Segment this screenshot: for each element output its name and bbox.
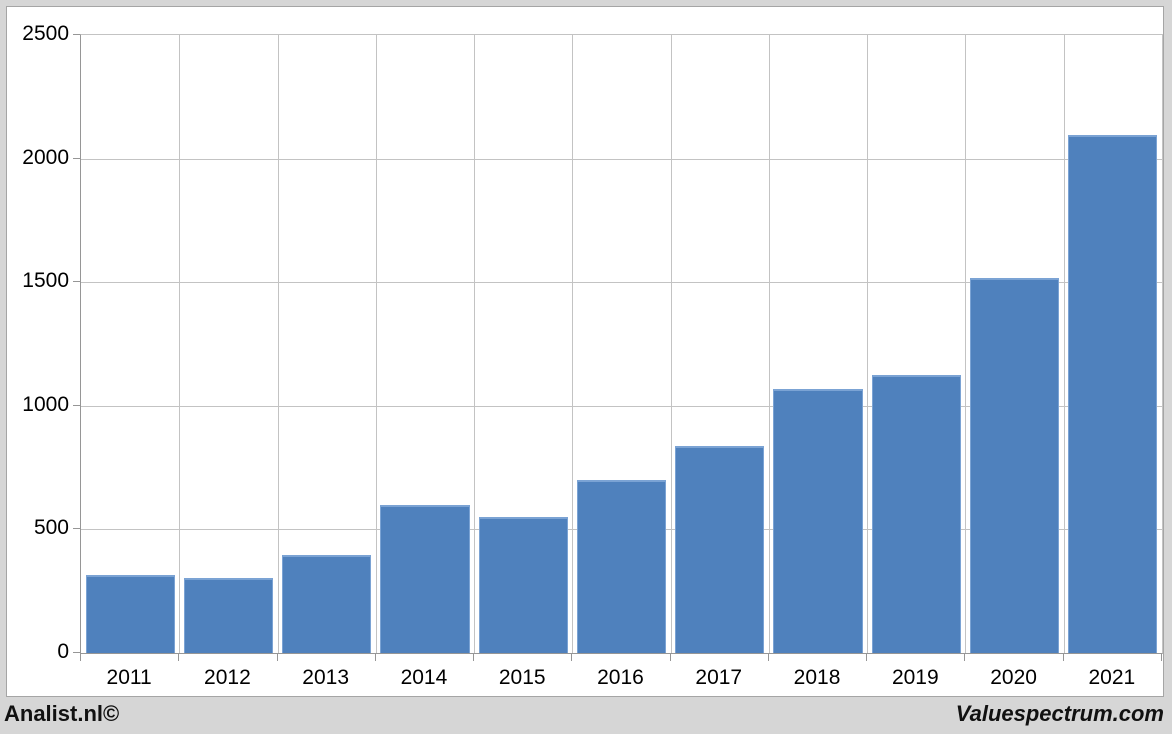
x-axis-label-2015: 2015: [498, 666, 546, 689]
x-axis-tick: [571, 653, 572, 661]
bar-2015: [478, 516, 568, 653]
bar-2020: [969, 277, 1060, 653]
x-axis-label-2021: 2021: [1088, 666, 1136, 689]
gridline-vertical: [474, 35, 475, 653]
x-axis-label-2019: 2019: [891, 666, 939, 689]
valuespectrum-credit: Valuespectrum.com: [955, 701, 1164, 726]
bar-2021: [1068, 134, 1158, 653]
x-axis-tick: [375, 653, 376, 661]
x-axis-tick: [277, 653, 278, 661]
x-axis-tick: [670, 653, 671, 661]
y-axis-label: 0: [57, 640, 69, 663]
x-axis-tick: [473, 653, 474, 661]
x-axis-label-2011: 2011: [106, 666, 152, 689]
x-axis-tick: [964, 653, 965, 661]
gridline-vertical: [376, 35, 377, 653]
bar-2014: [380, 504, 470, 653]
y-axis-label: 2500: [22, 22, 69, 45]
y-axis-tick: [73, 157, 80, 159]
y-axis-label: 1000: [22, 392, 69, 416]
y-axis-tick: [73, 281, 80, 283]
x-axis-label-2017: 2017: [695, 666, 743, 689]
x-axis-label-2020: 2020: [990, 666, 1037, 689]
y-axis-tick: [73, 404, 80, 406]
bar-2011: [85, 575, 175, 653]
chart-area: 0 500 1000 1500 2000 2500 2011 2012 2013 2014 2015…: [6, 6, 1164, 697]
y-axis-tick: [73, 528, 80, 530]
x-axis-tick: [178, 653, 179, 661]
x-axis-label-2012: 2012: [204, 666, 251, 689]
gridline-horizontal: [81, 282, 1162, 284]
bar-2013: [282, 554, 372, 653]
x-axis-label-2018: 2018: [793, 666, 841, 689]
bar-2016: [576, 479, 667, 653]
y-axis-tick: [73, 34, 80, 35]
y-axis-label: 2000: [22, 145, 69, 169]
bar-2019: [871, 374, 961, 653]
gridline-vertical: [867, 35, 868, 653]
gridline-vertical: [572, 35, 573, 653]
gridline-vertical: [965, 35, 966, 653]
y-axis-label: 500: [33, 516, 69, 540]
gridline-vertical: [1064, 35, 1065, 653]
gridline-horizontal: [81, 405, 1162, 407]
x-axis-tick: [1063, 653, 1064, 661]
bar-2018: [773, 388, 863, 653]
gridline-vertical: [179, 35, 180, 653]
bar-2017: [675, 445, 765, 653]
gridline-horizontal: [81, 158, 1162, 160]
analist-credit: Analist.nl©: [4, 701, 120, 726]
bar-2012: [183, 577, 274, 653]
x-axis-tick: [1161, 653, 1162, 661]
gridline-vertical: [769, 35, 770, 653]
gridline-vertical: [278, 35, 279, 653]
x-axis-label-2013: 2013: [302, 666, 350, 689]
x-axis-tick: [866, 653, 867, 661]
x-axis-label-2016: 2016: [597, 666, 644, 689]
y-axis-tick: [73, 652, 80, 653]
plot-area: [80, 34, 1163, 654]
x-axis-label-2014: 2014: [400, 666, 448, 689]
footer-bar: Analist.nl© Valuespectrum.com: [0, 698, 1172, 734]
y-axis-label: 1500: [22, 269, 69, 293]
x-axis-tick: [768, 653, 769, 661]
x-axis-tick: [80, 653, 81, 661]
gridline-vertical: [671, 35, 672, 653]
